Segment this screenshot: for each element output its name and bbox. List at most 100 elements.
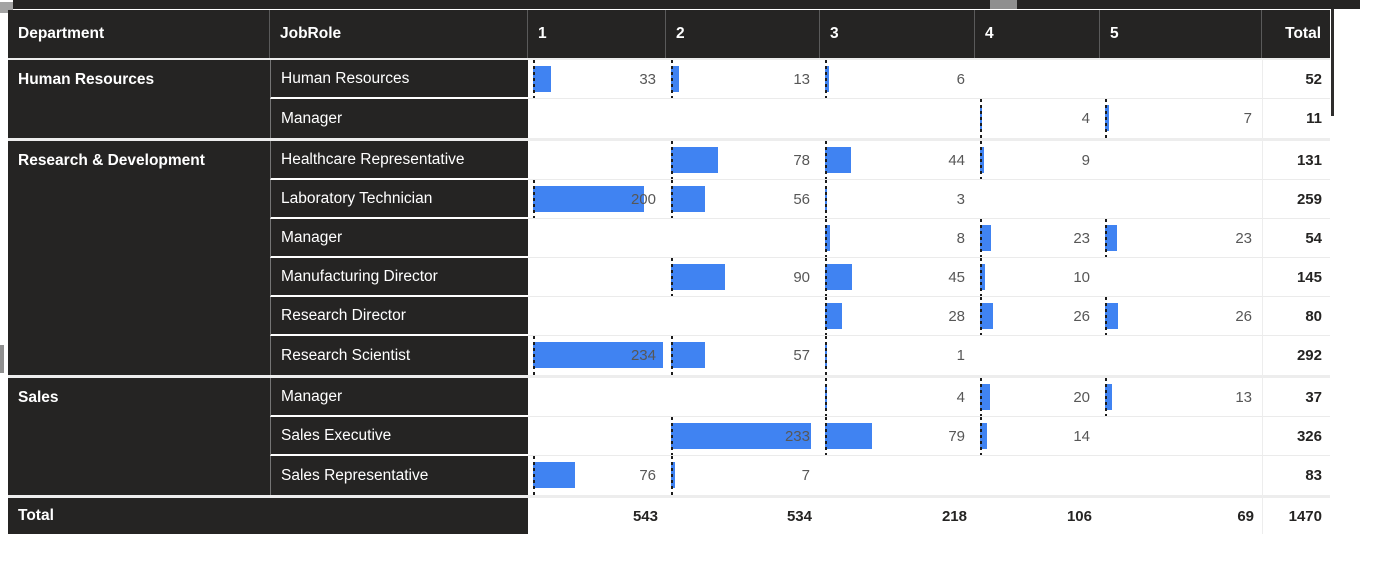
value-cell[interactable]: 3 [820, 180, 975, 219]
value-cell[interactable] [1100, 141, 1262, 180]
value-cell[interactable] [975, 336, 1100, 375]
value-cell[interactable] [528, 417, 666, 456]
row-total-cell[interactable]: 52 [1262, 60, 1330, 99]
value-cell[interactable]: 7 [1100, 99, 1262, 138]
value-cell[interactable] [820, 99, 975, 138]
department-cell[interactable] [8, 219, 270, 258]
row-total-cell[interactable]: 326 [1262, 417, 1330, 456]
column-header-4[interactable]: 4 [975, 10, 1100, 58]
value-cell[interactable] [1100, 456, 1262, 495]
jobrole-cell[interactable]: Sales Representative [270, 456, 528, 495]
value-cell[interactable] [1100, 60, 1262, 99]
value-cell[interactable]: 8 [820, 219, 975, 258]
grand-total-value-cell[interactable]: 543 [528, 498, 666, 534]
value-cell[interactable]: 4 [975, 99, 1100, 138]
value-cell[interactable]: 7 [666, 456, 820, 495]
value-cell[interactable]: 20 [975, 378, 1100, 417]
grand-total-value-cell[interactable]: 69 [1100, 498, 1262, 534]
value-cell[interactable] [820, 456, 975, 495]
department-cell[interactable] [8, 180, 270, 219]
jobrole-cell[interactable]: Manager [270, 99, 528, 138]
horizontal-scrollbar-thumb[interactable] [990, 0, 1017, 9]
grand-total-value-cell[interactable]: 534 [666, 498, 820, 534]
value-cell[interactable]: 44 [820, 141, 975, 180]
value-cell[interactable]: 23 [1100, 219, 1262, 258]
row-total-cell[interactable]: 131 [1262, 141, 1330, 180]
value-cell[interactable] [1100, 258, 1262, 297]
value-cell[interactable]: 200 [528, 180, 666, 219]
value-cell[interactable]: 56 [666, 180, 820, 219]
value-cell[interactable] [666, 99, 820, 138]
department-cell[interactable]: Human Resources [8, 60, 270, 99]
department-cell[interactable] [8, 336, 270, 375]
value-cell[interactable]: 13 [666, 60, 820, 99]
value-cell[interactable]: 78 [666, 141, 820, 180]
value-cell[interactable]: 45 [820, 258, 975, 297]
department-cell[interactable] [8, 417, 270, 456]
column-header-5[interactable]: 5 [1100, 10, 1262, 58]
department-cell[interactable]: Research & Development [8, 141, 270, 180]
value-cell[interactable]: 1 [820, 336, 975, 375]
value-cell[interactable] [666, 378, 820, 417]
jobrole-cell[interactable]: Healthcare Representative [270, 141, 528, 180]
value-cell[interactable] [528, 258, 666, 297]
row-total-cell[interactable]: 145 [1262, 258, 1330, 297]
jobrole-cell[interactable]: Research Scientist [270, 336, 528, 375]
value-cell[interactable]: 26 [975, 297, 1100, 336]
jobrole-cell[interactable]: Laboratory Technician [270, 180, 528, 219]
column-header-department[interactable]: Department [8, 10, 270, 58]
value-cell[interactable]: 9 [975, 141, 1100, 180]
column-header-3[interactable]: 3 [820, 10, 975, 58]
department-cell[interactable] [8, 456, 270, 495]
jobrole-cell[interactable]: Manufacturing Director [270, 258, 528, 297]
row-total-cell[interactable]: 292 [1262, 336, 1330, 375]
top-left-scrollbar-corner[interactable] [0, 2, 13, 13]
jobrole-cell[interactable]: Manager [270, 219, 528, 258]
column-header-total[interactable]: Total [1262, 10, 1330, 58]
vertical-scrollbar-thumb[interactable] [1331, 9, 1334, 116]
value-cell[interactable]: 13 [1100, 378, 1262, 417]
value-cell[interactable]: 79 [820, 417, 975, 456]
value-cell[interactable] [975, 180, 1100, 219]
department-cell[interactable]: Sales [8, 378, 270, 417]
row-total-cell[interactable]: 83 [1262, 456, 1330, 495]
value-cell[interactable]: 28 [820, 297, 975, 336]
value-cell[interactable] [1100, 336, 1262, 375]
column-header-1[interactable]: 1 [528, 10, 666, 58]
value-cell[interactable]: 14 [975, 417, 1100, 456]
row-total-cell[interactable]: 80 [1262, 297, 1330, 336]
value-cell[interactable] [975, 456, 1100, 495]
department-cell[interactable] [8, 297, 270, 336]
value-cell[interactable]: 233 [666, 417, 820, 456]
row-total-cell[interactable]: 259 [1262, 180, 1330, 219]
department-cell[interactable] [8, 99, 270, 138]
column-header-jobrole[interactable]: JobRole [270, 10, 528, 58]
row-total-cell[interactable]: 37 [1262, 378, 1330, 417]
value-cell[interactable] [528, 141, 666, 180]
row-total-cell[interactable]: 54 [1262, 219, 1330, 258]
grand-total-total-cell[interactable]: 1470 [1262, 498, 1330, 534]
value-cell[interactable] [1100, 417, 1262, 456]
jobrole-cell[interactable]: Manager [270, 378, 528, 417]
value-cell[interactable]: 57 [666, 336, 820, 375]
value-cell[interactable]: 90 [666, 258, 820, 297]
value-cell[interactable]: 234 [528, 336, 666, 375]
value-cell[interactable] [528, 378, 666, 417]
value-cell[interactable]: 33 [528, 60, 666, 99]
value-cell[interactable]: 6 [820, 60, 975, 99]
value-cell[interactable] [528, 99, 666, 138]
jobrole-cell[interactable]: Research Director [270, 297, 528, 336]
value-cell[interactable] [975, 60, 1100, 99]
department-cell[interactable] [8, 258, 270, 297]
value-cell[interactable] [666, 219, 820, 258]
value-cell[interactable]: 4 [820, 378, 975, 417]
value-cell[interactable]: 23 [975, 219, 1100, 258]
value-cell[interactable]: 10 [975, 258, 1100, 297]
value-cell[interactable] [666, 297, 820, 336]
value-cell[interactable] [1100, 180, 1262, 219]
row-total-cell[interactable]: 11 [1262, 99, 1330, 138]
column-header-2[interactable]: 2 [666, 10, 820, 58]
value-cell[interactable]: 76 [528, 456, 666, 495]
grand-total-label-cell[interactable]: Total [8, 498, 528, 534]
grand-total-value-cell[interactable]: 218 [820, 498, 975, 534]
